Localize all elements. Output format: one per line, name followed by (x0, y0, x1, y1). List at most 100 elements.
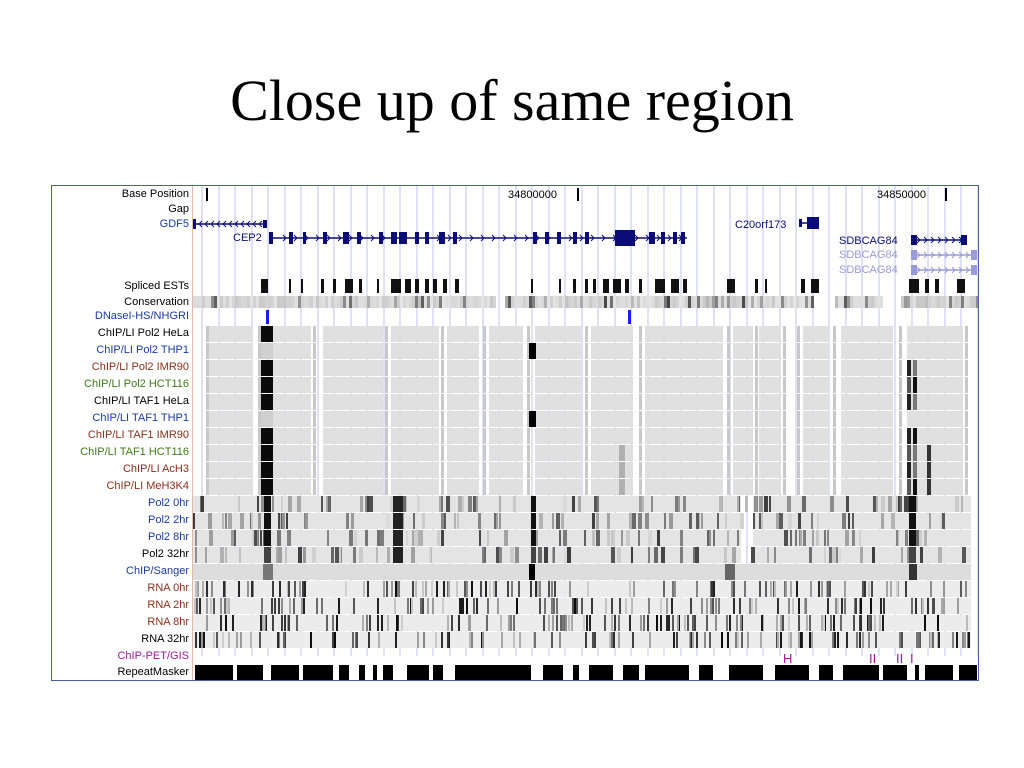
pol2-signal (288, 496, 292, 512)
pol2-signal (225, 547, 227, 563)
pol2-signal (592, 513, 595, 529)
chip-li-stripe (797, 428, 800, 444)
conservation-bar (550, 296, 553, 308)
chip-li-stripe (639, 360, 642, 376)
pol2-track-block (193, 530, 741, 546)
conservation-bar (553, 296, 556, 308)
strand-arrow (502, 234, 507, 242)
pol2-signal (617, 547, 621, 563)
pol2-signal (328, 496, 331, 512)
rna-signal (633, 581, 635, 597)
track-label-pol2-32hr: Pol2 32hr (141, 548, 189, 560)
conservation-bar (514, 296, 517, 308)
pol2-peak (531, 496, 534, 512)
conservation-bar (424, 296, 427, 308)
conservation-bar (544, 296, 547, 308)
conservation-bar (562, 296, 565, 308)
chip-li-block (267, 428, 311, 444)
chip-li-block (489, 377, 523, 393)
spliced-est-bar (333, 279, 336, 293)
conservation-bar (262, 296, 265, 308)
spliced-est-bar (559, 279, 561, 293)
strand-arrow (458, 234, 463, 242)
rna-signal (497, 598, 499, 614)
conservation-bar (316, 296, 319, 308)
track-data-area: 34800000 34850000 CEP2 C20orf173 SDBCAG8… (193, 186, 978, 680)
pol2-peak (266, 530, 269, 546)
chip-li-block (733, 445, 753, 461)
strand-arrow (923, 236, 928, 244)
strand-arrow (282, 234, 287, 242)
track-label-base-position: Base Position (121, 188, 189, 200)
chip-li-stripe (727, 411, 730, 427)
spliced-est-bar (405, 279, 411, 293)
chip-li-stripe (441, 360, 444, 376)
rna-signal (943, 598, 945, 614)
chip-li-stripe (797, 445, 800, 461)
track-label-taf1-hela: ChIP/LI TAF1 HeLa (94, 395, 189, 407)
chip-li-stripe (797, 479, 800, 495)
conservation-bar (904, 296, 907, 308)
rna-signal (554, 581, 556, 597)
repeatmasker-block (589, 665, 613, 680)
pol2-signal (231, 530, 234, 546)
chip-li-stripe (483, 479, 486, 495)
chip-li-stripe (833, 377, 836, 393)
rna-signal (476, 598, 478, 614)
chip-li-block (591, 462, 633, 478)
rna-signal (572, 598, 574, 614)
pol2-signal (737, 530, 739, 546)
chip-li-block (803, 394, 829, 410)
pol2-signal (446, 496, 450, 512)
conservation-bar (199, 296, 202, 308)
rna-signal (447, 615, 449, 631)
rna-signal (718, 598, 720, 614)
pol2-signal (220, 547, 224, 563)
pol2-signal (578, 496, 581, 512)
conservation-bar (613, 296, 616, 308)
chip-li-stripe (385, 428, 388, 444)
chip-li-stripe (206, 360, 209, 376)
chip-li-block (209, 377, 253, 393)
rna-signal (747, 632, 749, 648)
rna-signal (238, 581, 240, 597)
pol2-peak (266, 547, 269, 563)
pol2-signal (556, 513, 560, 529)
chip-li-block (209, 462, 253, 478)
strand-arrow (228, 220, 233, 228)
spliced-est-bar (603, 279, 609, 293)
pol2-signal (611, 547, 614, 563)
strand-arrow (447, 234, 452, 242)
chip-li-peak (927, 445, 931, 461)
pol2-signal (751, 547, 755, 563)
conservation-bar (841, 296, 844, 308)
strand-arrow (222, 220, 227, 228)
pol2-signal (413, 513, 415, 529)
rna-signal (223, 581, 225, 597)
conservation-bar (925, 296, 928, 308)
chip-li-stripe (313, 377, 316, 393)
pol2-peak (913, 496, 916, 512)
conservation-bar (712, 296, 715, 308)
rna-signal (841, 598, 843, 614)
rna-signal (250, 632, 252, 648)
conservation-bar (349, 296, 352, 308)
chip-li-block (841, 394, 893, 410)
pol2-signal (539, 513, 543, 529)
chip-li-stripe (483, 360, 486, 376)
chip-li-block (267, 343, 311, 359)
chip-li-peak (913, 394, 917, 410)
spliced-est-bar (765, 279, 767, 293)
chip-li-peak (907, 428, 911, 444)
chip-li-stripe (206, 394, 209, 410)
chip-li-stripe (441, 428, 444, 444)
chip-li-stripe (206, 428, 209, 444)
rna-signal (407, 598, 409, 614)
conservation-bar (610, 296, 613, 308)
conservation-bar (664, 296, 667, 308)
pol2-signal (800, 530, 802, 546)
chip-li-block (535, 479, 581, 495)
rna-signal (672, 615, 674, 631)
pol2-signal (461, 496, 464, 512)
repeatmasker-block (455, 665, 531, 680)
